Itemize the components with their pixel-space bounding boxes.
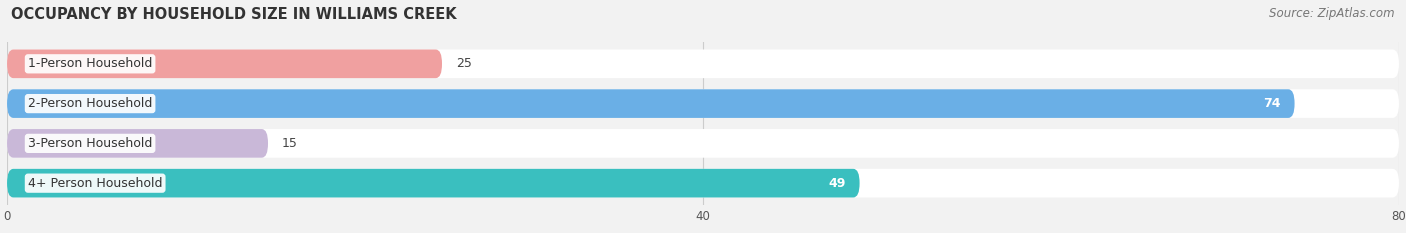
Text: 15: 15 — [283, 137, 298, 150]
Text: 3-Person Household: 3-Person Household — [28, 137, 152, 150]
Text: 2-Person Household: 2-Person Household — [28, 97, 152, 110]
Text: 25: 25 — [456, 57, 472, 70]
FancyBboxPatch shape — [7, 169, 859, 198]
FancyBboxPatch shape — [7, 49, 1399, 78]
FancyBboxPatch shape — [7, 129, 269, 158]
Text: 49: 49 — [828, 177, 845, 190]
Text: 74: 74 — [1263, 97, 1281, 110]
FancyBboxPatch shape — [7, 129, 1399, 158]
Text: OCCUPANCY BY HOUSEHOLD SIZE IN WILLIAMS CREEK: OCCUPANCY BY HOUSEHOLD SIZE IN WILLIAMS … — [11, 7, 457, 22]
Text: Source: ZipAtlas.com: Source: ZipAtlas.com — [1270, 7, 1395, 20]
FancyBboxPatch shape — [7, 169, 1399, 198]
FancyBboxPatch shape — [7, 89, 1295, 118]
Text: 4+ Person Household: 4+ Person Household — [28, 177, 163, 190]
FancyBboxPatch shape — [7, 89, 1399, 118]
FancyBboxPatch shape — [7, 49, 441, 78]
Text: 1-Person Household: 1-Person Household — [28, 57, 152, 70]
